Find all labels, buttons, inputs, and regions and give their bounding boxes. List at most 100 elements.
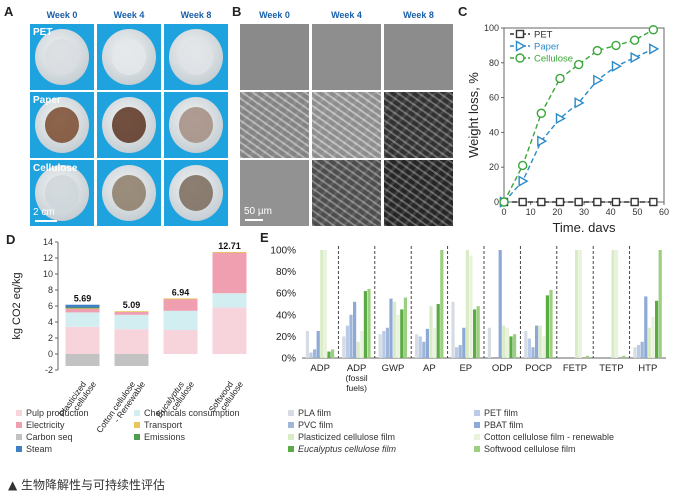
- data-point: [537, 197, 546, 207]
- series-cellulose: Cellulose: [499, 25, 659, 207]
- legend-entry: Softwood cellulose film: [484, 444, 576, 454]
- category-label: AP: [423, 363, 436, 374]
- bar: [575, 250, 579, 358]
- bar: [465, 250, 469, 358]
- y-tick-label: 100%: [270, 246, 296, 257]
- category-label: ADP: [347, 363, 367, 374]
- panel-a-letter: A: [4, 4, 14, 19]
- y-tick-label: 80%: [276, 267, 296, 278]
- scale-bar-label: 50 µm: [244, 206, 272, 217]
- bar: [327, 351, 331, 358]
- sample-residue: [45, 175, 79, 211]
- bar: [633, 347, 637, 358]
- bar: [651, 316, 655, 358]
- bar: [473, 309, 477, 358]
- legend-swatch: [16, 434, 22, 440]
- x-tick-label: 60: [659, 207, 669, 217]
- y-tick-label: 0: [494, 197, 499, 207]
- sem-micrograph: [240, 92, 309, 158]
- legend-entry: Paper: [534, 42, 559, 53]
- bar: [505, 327, 509, 358]
- scale-bar: [245, 219, 263, 221]
- sample-photo: [30, 24, 94, 90]
- bar-segment: [114, 314, 149, 330]
- sample-residue: [112, 39, 146, 75]
- data-point: [648, 25, 659, 35]
- x-axis-label: Time, days: [552, 220, 616, 232]
- sample-residue: [45, 39, 79, 75]
- y-tick-label: 14: [43, 237, 53, 247]
- sem-micrograph: [312, 160, 381, 226]
- legend-swatch: [474, 422, 480, 428]
- bar: [578, 250, 582, 358]
- bar: [622, 355, 626, 358]
- bar: [403, 297, 407, 358]
- bar: [509, 336, 513, 358]
- data-point: [649, 197, 658, 207]
- data-point: [649, 43, 660, 55]
- y-tick-label: 6: [48, 301, 53, 311]
- category-label: ODP: [492, 363, 513, 374]
- sem-micrograph: [312, 92, 381, 158]
- sample-residue: [112, 107, 146, 143]
- bar-segment: [114, 311, 149, 315]
- petri-dish: [169, 29, 223, 85]
- panel-d-letter: D: [6, 232, 15, 247]
- panel-b-letter: B: [232, 4, 242, 19]
- legend-swatch: [134, 434, 140, 440]
- legend-swatch: [474, 410, 480, 416]
- bar: [531, 347, 535, 358]
- petri-dish: [169, 165, 223, 221]
- bar: [647, 327, 651, 358]
- bar-total-label: 6.94: [172, 287, 190, 297]
- bar-total-label: 5.69: [74, 294, 92, 304]
- bar: [429, 306, 433, 358]
- x-tick-label: 40: [606, 207, 616, 217]
- week-header: Week 0: [46, 10, 78, 20]
- sample-photo: [30, 160, 94, 226]
- sem-micrograph: [240, 160, 309, 226]
- bar-total-label: 5.09: [123, 300, 141, 310]
- y-tick-label: 4: [48, 317, 53, 327]
- bar-segment: [65, 307, 100, 309]
- bar: [440, 250, 444, 358]
- data-point: [593, 197, 602, 207]
- legend-swatch: [16, 446, 22, 452]
- legend-entry: Carbon seq: [26, 432, 73, 442]
- bar: [433, 327, 437, 358]
- data-point: [555, 112, 566, 125]
- bar: [378, 334, 382, 358]
- legend-swatch: [474, 446, 480, 452]
- data-point: [611, 40, 621, 51]
- legend-entry: PBAT film: [484, 420, 523, 430]
- y-tick-label: 60%: [276, 289, 296, 300]
- series-line: [503, 29, 654, 203]
- sample-photo: [164, 160, 228, 226]
- bar: [658, 250, 662, 358]
- bar: [309, 352, 313, 358]
- bar: [451, 301, 455, 358]
- sample-photo: [97, 24, 161, 90]
- bar-segment: [65, 308, 100, 313]
- bar: [367, 288, 371, 358]
- sem-micrograph: [384, 24, 453, 90]
- petri-dish: [102, 165, 156, 221]
- sample-photo: [164, 24, 228, 90]
- bar: [349, 314, 353, 358]
- bar-segment: [114, 311, 149, 312]
- scale-bar: [35, 220, 57, 222]
- week-header: Week 4: [331, 10, 362, 20]
- legend-swatch: [134, 422, 140, 428]
- legend-swatch: [134, 410, 140, 416]
- petri-dish: [102, 97, 156, 153]
- week-header: Week 8: [403, 10, 434, 20]
- bar: [305, 331, 309, 358]
- bar: [360, 331, 364, 358]
- x-tick-label: 10: [526, 207, 536, 217]
- data-point: [630, 197, 639, 207]
- data-point: [593, 74, 604, 86]
- bar: [323, 250, 327, 358]
- petri-dish: [169, 97, 223, 153]
- bar: [316, 331, 320, 358]
- data-point: [499, 197, 509, 207]
